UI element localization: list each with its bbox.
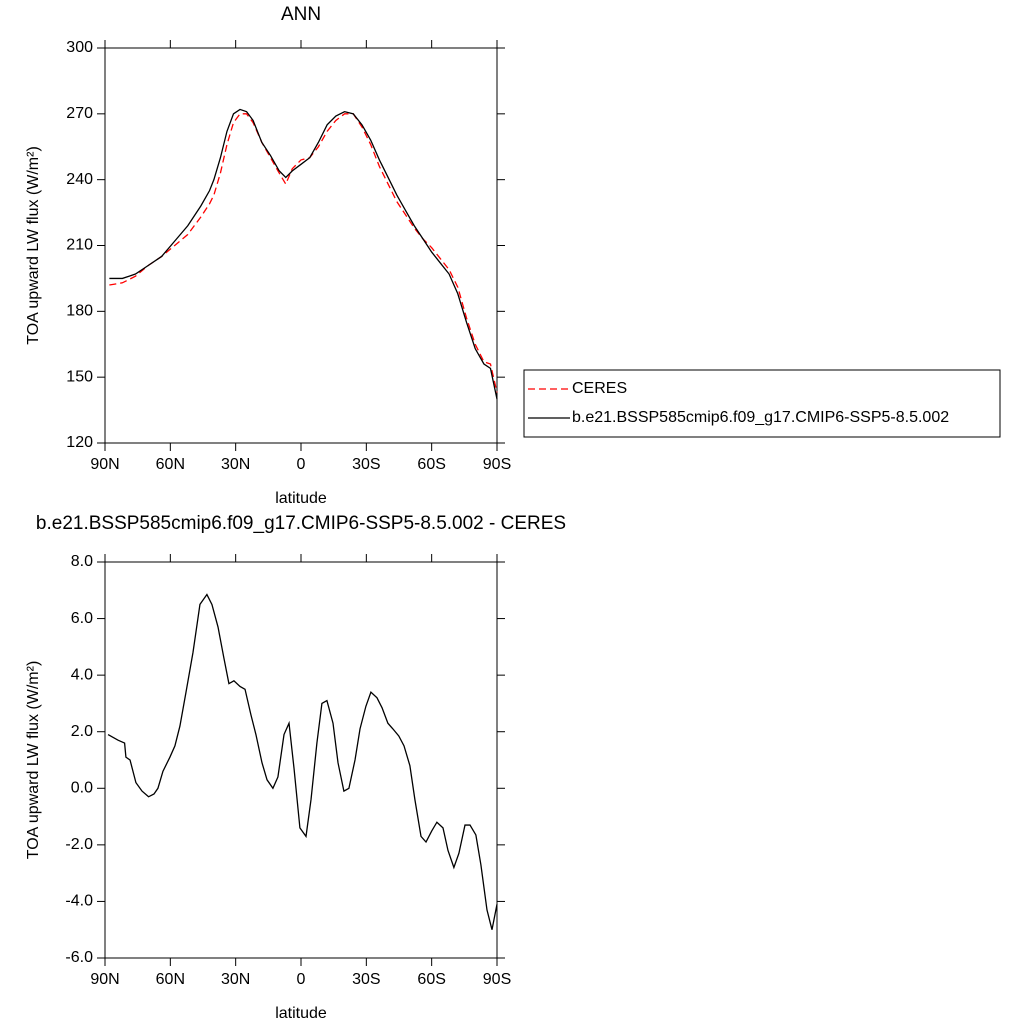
y-tick-label: 2.0 bbox=[71, 723, 93, 740]
data-line bbox=[107, 593, 498, 930]
x-tick-label: 60N bbox=[156, 971, 185, 988]
x-tick-label: 90N bbox=[90, 971, 119, 988]
plot-frame bbox=[104, 561, 498, 959]
y-tick-label: -2.0 bbox=[65, 836, 93, 853]
y-tick-label: -4.0 bbox=[65, 893, 93, 910]
x-tick-label: 90N bbox=[90, 456, 119, 473]
y-tick-label: 210 bbox=[66, 237, 93, 254]
chart-title: ANN bbox=[281, 4, 321, 25]
legend-box bbox=[523, 369, 1001, 438]
y-axis-label: TOA upward LW flux (W/m²) bbox=[25, 146, 42, 345]
legend-label: b.e21.BSSP585cmip6.f09_g17.CMIP6-SSP5-8.… bbox=[572, 409, 949, 426]
legend-label: CERES bbox=[572, 380, 627, 397]
x-tick-label: 30N bbox=[221, 971, 250, 988]
x-tick-label: 0 bbox=[297, 971, 306, 988]
x-tick-label: 60N bbox=[156, 456, 185, 473]
chart-title: b.e21.BSSP585cmip6.f09_g17.CMIP6-SSP5-8.… bbox=[36, 513, 566, 534]
y-tick-label: -6.0 bbox=[65, 949, 93, 966]
y-tick-label: 300 bbox=[66, 39, 93, 56]
x-tick-label: 90S bbox=[483, 971, 511, 988]
x-tick-label: 30S bbox=[352, 456, 380, 473]
y-tick-label: 150 bbox=[66, 368, 93, 385]
y-axis-label: TOA upward LW flux (W/m²) bbox=[25, 661, 42, 860]
x-tick-label: 90S bbox=[483, 456, 511, 473]
y-tick-label: 0.0 bbox=[71, 780, 93, 797]
y-tick-label: 240 bbox=[66, 171, 93, 188]
y-tick-label: 8.0 bbox=[71, 553, 93, 570]
x-axis-label: latitude bbox=[275, 1005, 327, 1022]
y-tick-label: 120 bbox=[66, 434, 93, 451]
y-tick-label: 270 bbox=[66, 105, 93, 122]
x-tick-label: 30N bbox=[221, 456, 250, 473]
x-tick-label: 30S bbox=[352, 971, 380, 988]
data-line bbox=[109, 113, 498, 393]
y-tick-label: 6.0 bbox=[71, 610, 93, 627]
plot-frame bbox=[104, 47, 498, 444]
x-tick-label: 0 bbox=[297, 456, 306, 473]
x-axis-label: latitude bbox=[275, 490, 327, 507]
data-line bbox=[109, 108, 498, 400]
x-tick-label: 60S bbox=[417, 971, 445, 988]
y-tick-label: 180 bbox=[66, 303, 93, 320]
y-tick-label: 4.0 bbox=[71, 666, 93, 683]
x-tick-label: 60S bbox=[417, 456, 445, 473]
